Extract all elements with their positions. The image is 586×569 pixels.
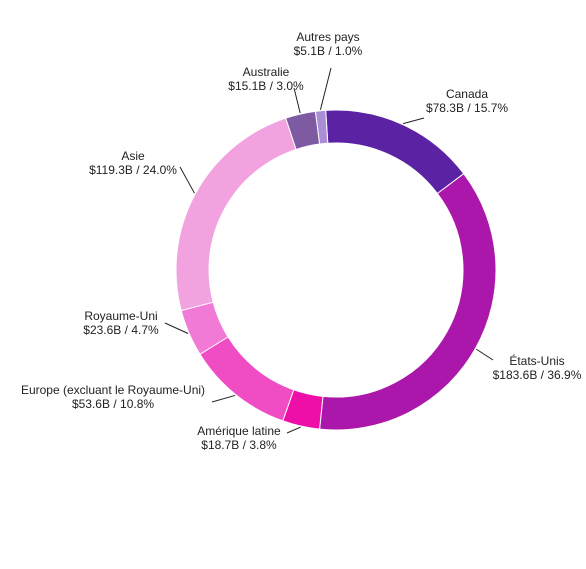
label-percent-australie: 3.0% <box>276 79 304 93</box>
label-value-royaume-uni: $23.6B / 4.7% <box>83 323 159 337</box>
label-percent-amerique-latine: 3.8% <box>249 438 277 452</box>
label-value-canada: $78.3B / 15.7% <box>426 101 508 115</box>
label-value-amerique-latine: $18.7B / 3.8% <box>201 438 277 452</box>
label-name-europe-excluant-le-royaume-uni: Europe (excluant le Royaume-Uni) <box>21 383 205 397</box>
slice-europe-excluant-le-royaume-uni[interactable] <box>199 336 295 422</box>
leader-line-autres-pays <box>319 67 332 110</box>
label-amount-autres-pays: $5.1B <box>294 44 325 58</box>
label-percent-asie: 24.0% <box>143 163 177 177</box>
label-percent-canada: 15.7% <box>474 101 508 115</box>
leader-line-australie <box>293 87 301 114</box>
slice-canada[interactable] <box>325 109 465 195</box>
leader-line-europe-excluant-le-royaume-uni <box>211 394 236 403</box>
label-value-europe-excluant-le-royaume-uni: $53.6B / 10.8% <box>72 397 154 411</box>
label-value-autres-pays: $5.1B / 1.0% <box>294 44 363 58</box>
leader-line-etats-unis <box>475 348 494 361</box>
slice-etats-unis[interactable] <box>319 172 497 431</box>
label-value-etats-unis: $183.6B / 36.9% <box>493 368 582 382</box>
label-name-royaume-uni: Royaume-Uni <box>84 309 157 323</box>
label-name-amerique-latine: Amérique latine <box>197 424 281 438</box>
label-amount-australie: $15.1B <box>228 79 266 93</box>
label-percent-royaume-uni: 4.7% <box>131 323 159 337</box>
label-amount-europe-excluant-le-royaume-uni: $53.6B <box>72 397 110 411</box>
label-name-australie: Australie <box>243 65 290 79</box>
leader-line-amerique-latine <box>286 426 301 434</box>
label-name-etats-unis: États-Unis <box>509 353 564 368</box>
label-amount-amerique-latine: $18.7B <box>201 438 239 452</box>
label-value-australie: $15.1B / 3.0% <box>228 79 304 93</box>
label-percent-autres-pays: 1.0% <box>335 44 363 58</box>
label-amount-royaume-uni: $23.6B <box>83 323 121 337</box>
label-percent-europe-excluant-le-royaume-uni: 10.8% <box>120 397 154 411</box>
label-amount-asie: $119.3B <box>89 163 133 177</box>
slice-autres-pays[interactable] <box>314 109 329 145</box>
label-name-asie: Asie <box>121 149 145 163</box>
label-amount-etats-unis: $183.6B <box>493 368 538 382</box>
label-percent-etats-unis: 36.9% <box>547 368 581 382</box>
label-name-autres-pays: Autres pays <box>296 30 359 44</box>
leader-line-canada <box>402 117 425 125</box>
slice-asie[interactable] <box>175 117 297 312</box>
label-amount-canada: $78.3B <box>426 101 464 115</box>
label-value-asie: $119.3B / 24.0% <box>89 163 177 177</box>
label-name-canada: Canada <box>446 87 488 101</box>
leader-line-royaume-uni <box>164 322 189 334</box>
leader-line-asie <box>179 166 195 194</box>
